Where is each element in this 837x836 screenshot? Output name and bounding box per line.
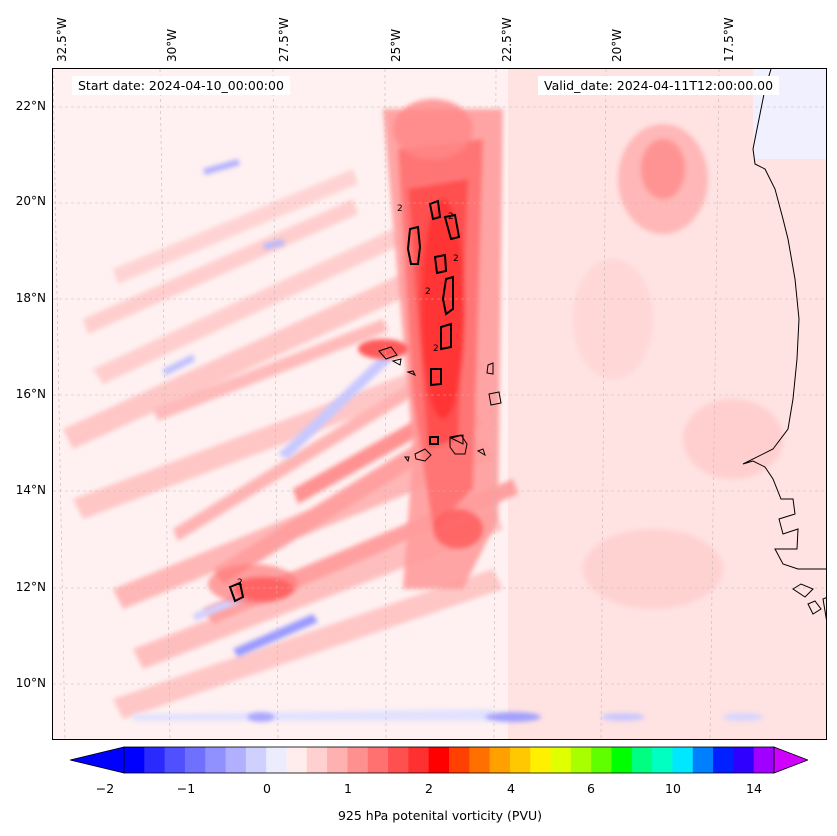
- lat-label-12n: 12°N: [15, 580, 46, 594]
- colorbar-cell: [733, 747, 755, 773]
- colorbar-cell: [144, 747, 166, 773]
- colorbar-extend-min: [70, 746, 125, 774]
- colorbar-cell: [327, 747, 348, 773]
- lat-label-22n: 22°N: [15, 99, 46, 113]
- lon-label-17-5w: 17.5°W: [722, 17, 736, 62]
- colorbar-cell: [347, 747, 369, 773]
- contour-label: 2: [433, 344, 439, 354]
- colorbar-cell: [266, 747, 287, 773]
- colorbar-cell: [713, 747, 734, 773]
- lon-label-32-5w: 32.5°W: [55, 17, 69, 62]
- colorbar-cell: [245, 747, 267, 773]
- colorbar-cell: [652, 747, 673, 773]
- colorbar-cell: [184, 747, 206, 773]
- start-date-label: Start date: 2024-04-10_00:00:00: [72, 76, 290, 95]
- colorbar: [70, 746, 808, 774]
- colorbar-extend-max: [773, 746, 808, 774]
- lon-label-25w: 25°W: [389, 28, 403, 62]
- colorbar-cell: [164, 747, 186, 773]
- colorbar-tick: 14: [746, 781, 762, 796]
- lat-label-14n: 14°N: [15, 483, 46, 497]
- colorbar-cell: [591, 747, 612, 773]
- colorbar-cell: [469, 747, 491, 773]
- map-panel: 2 2 2 2 2 2: [52, 68, 827, 740]
- pv-field-map: 2 2 2 2 2 2: [53, 69, 826, 739]
- colorbar-cell: [753, 747, 775, 773]
- contour-label: 2: [448, 212, 454, 222]
- colorbar-cell: [692, 747, 714, 773]
- colorbar-cell: [611, 747, 633, 773]
- contour-label: 2: [453, 254, 459, 264]
- pv-contours: [228, 199, 461, 603]
- lon-label-20w: 20°W: [610, 28, 624, 62]
- colorbar-cell: [124, 747, 145, 773]
- colorbar-cell: [428, 747, 450, 773]
- contour-label: 2: [237, 578, 243, 588]
- colorbar-cell: [550, 747, 572, 773]
- colorbar-cell: [570, 747, 592, 773]
- lon-label-22-5w: 22.5°W: [500, 17, 514, 62]
- colorbar-cell: [509, 747, 531, 773]
- colorbar-cell: [286, 747, 308, 773]
- colorbar-cell: [530, 747, 552, 773]
- colorbar-cell: [306, 747, 328, 773]
- colorbar-tick: −1: [176, 781, 196, 796]
- colorbar-tick: 1: [344, 781, 352, 796]
- colorbar-tick: 0: [263, 781, 271, 796]
- colorbar-tick: 4: [507, 781, 515, 796]
- contour-label: 2: [397, 204, 403, 214]
- lat-label-16n: 16°N: [15, 387, 46, 401]
- colorbar-label: 925 hPa potenital vorticity (PVU): [337, 808, 543, 823]
- lat-label-20n: 20°N: [15, 194, 46, 208]
- lon-label-30w: 30°W: [165, 28, 179, 62]
- colorbar-cell: [449, 747, 470, 773]
- colorbar-cell: [367, 747, 389, 773]
- colorbar-cell: [388, 747, 409, 773]
- colorbar-tick: 10: [665, 781, 681, 796]
- colorbar-tick: −2: [95, 781, 115, 796]
- colorbar-cell: [205, 747, 227, 773]
- contour-label: 2: [425, 287, 431, 297]
- colorbar-cell: [489, 747, 511, 773]
- colorbar-cell: [225, 747, 247, 773]
- colorbar-border: [123, 746, 775, 774]
- lat-label-18n: 18°N: [15, 291, 46, 305]
- colorbar-tick: 6: [587, 781, 595, 796]
- lon-label-27-5w: 27.5°W: [277, 17, 291, 62]
- colorbar-cell: [672, 747, 694, 773]
- valid-date-label: Valid_date: 2024-04-11T12:00:00.00: [538, 76, 780, 95]
- lat-label-10n: 10°N: [15, 676, 46, 690]
- colorbar-cell: [408, 747, 430, 773]
- colorbar-cell: [631, 747, 653, 773]
- coastlines: [378, 69, 826, 621]
- colorbar-tick: 2: [425, 781, 433, 796]
